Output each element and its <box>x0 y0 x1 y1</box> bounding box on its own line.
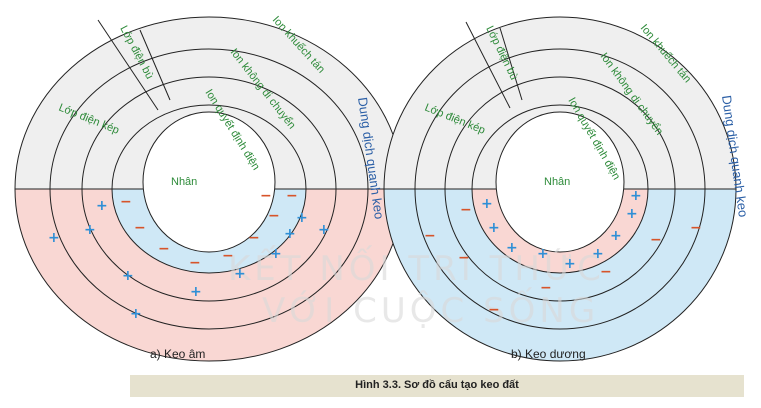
charge-inner-a: − <box>120 194 132 210</box>
charge-inner-b: + <box>537 246 549 262</box>
charge-inner-b: + <box>481 196 493 212</box>
colloid-diagram-negative <box>14 16 404 362</box>
charge-outer-b: − <box>650 232 662 248</box>
charge-inner-a: − <box>248 230 260 246</box>
charge-outer-a: + <box>84 222 96 238</box>
charge-inner-b: + <box>488 220 500 236</box>
charge-inner-b: + <box>626 206 638 222</box>
charges-b: + + + + + + + + + − − − − − − − − <box>424 188 702 318</box>
core-label-a: Nhân <box>171 176 197 188</box>
charge-outer-b: − <box>458 250 470 266</box>
charge-outer-b: − <box>488 302 500 318</box>
charge-inner-a: − <box>189 255 201 271</box>
charge-inner-b: + <box>564 256 576 272</box>
charge-outer-a: + <box>296 210 308 226</box>
charge-outer-a: + <box>48 230 60 246</box>
charge-outer-a: + <box>130 306 142 322</box>
charge-outer-b: − <box>600 264 612 280</box>
watermark-line1: KẾT NỐI TRI THỨC <box>228 244 605 289</box>
charge-inner-a: − <box>260 188 272 204</box>
charge-inner-b: + <box>592 246 604 262</box>
charge-inner-a: − <box>286 188 298 204</box>
charge-outer-b: − <box>460 202 472 218</box>
charge-inner-b: + <box>610 228 622 244</box>
charge-outer-a: + <box>234 266 246 282</box>
charge-outer-a: + <box>318 222 330 238</box>
charge-outer-b: − <box>424 228 436 244</box>
charges-a: − − − − − − − − − + + + + + + + + + + + <box>48 188 330 322</box>
charge-outer-b: − <box>540 280 552 296</box>
charge-inner-a: − <box>158 241 170 257</box>
charge-inner-b: + <box>506 240 518 256</box>
watermark-line2: VỚI CUỘC SỐNG <box>262 286 599 331</box>
charge-outer-a: + <box>284 226 296 242</box>
charge-outer-a: + <box>270 246 282 262</box>
subtitle-b: b) Keo dương <box>511 347 586 361</box>
charge-outer-a: + <box>190 284 202 300</box>
core-label-b: Nhân <box>544 176 570 188</box>
charge-outer-b: − <box>690 220 702 236</box>
figure-caption: Hình 3.3. Sơ đồ cấu tạo keo đất <box>355 379 519 391</box>
charge-outer-a: + <box>122 268 134 284</box>
subtitle-a: a) Keo âm <box>150 347 205 361</box>
caption-bar <box>130 375 744 397</box>
colloid-diagram-positive <box>383 16 737 362</box>
charge-inner-a: − <box>268 208 280 224</box>
charge-inner-a: − <box>134 220 146 236</box>
charge-inner-a: − <box>222 248 234 264</box>
charge-outer-a: + <box>96 198 108 214</box>
charge-inner-b: + <box>630 188 642 204</box>
